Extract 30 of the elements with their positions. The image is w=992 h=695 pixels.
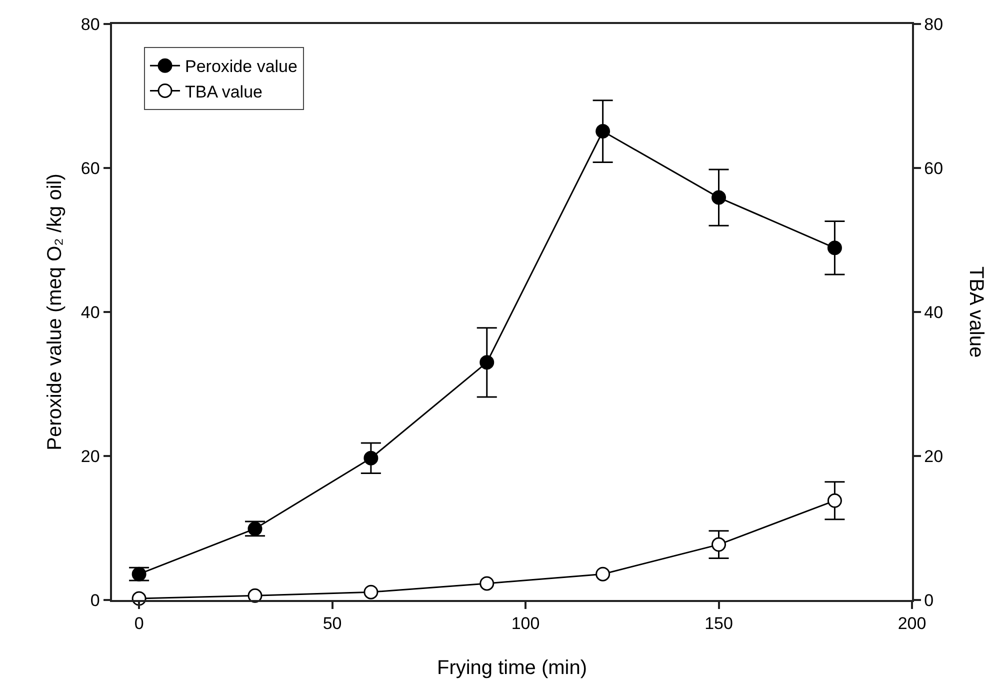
y2-tick-label: 40 bbox=[924, 302, 944, 322]
point bbox=[827, 493, 842, 508]
y-tick-label: 0 bbox=[90, 590, 100, 610]
point bbox=[712, 537, 726, 552]
x-axis-title: Frying time (min) bbox=[436, 657, 588, 680]
x-tick-label: 100 bbox=[511, 614, 540, 634]
point bbox=[364, 584, 378, 600]
legend-label: TBA value bbox=[185, 82, 262, 102]
y-tick-label: 60 bbox=[80, 158, 100, 178]
y-tick-label: 20 bbox=[80, 446, 100, 466]
y-tick-label: 40 bbox=[80, 302, 100, 322]
y2-tick-label: 20 bbox=[924, 446, 944, 466]
x-tick-label: 50 bbox=[322, 614, 342, 634]
point bbox=[596, 124, 610, 139]
y2-tick-label: 60 bbox=[924, 158, 944, 178]
point bbox=[596, 566, 610, 582]
y-tick-label: 80 bbox=[80, 14, 100, 34]
y2-axis-title: TBA value bbox=[965, 266, 988, 358]
y2-tick-label: 80 bbox=[924, 14, 944, 34]
point bbox=[480, 355, 494, 370]
point bbox=[364, 450, 378, 466]
point bbox=[827, 240, 842, 256]
y-axis-title: Peroxide value (meq O₂ /kg oil) bbox=[44, 174, 66, 450]
y2-tick-label: 0 bbox=[924, 590, 934, 610]
legend-label: Peroxide value bbox=[185, 57, 298, 76]
point bbox=[480, 576, 494, 591]
x-tick-label: 150 bbox=[704, 614, 733, 634]
point bbox=[712, 190, 726, 205]
x-tick-label: 200 bbox=[898, 614, 926, 634]
x-tick-label: 0 bbox=[134, 614, 144, 634]
